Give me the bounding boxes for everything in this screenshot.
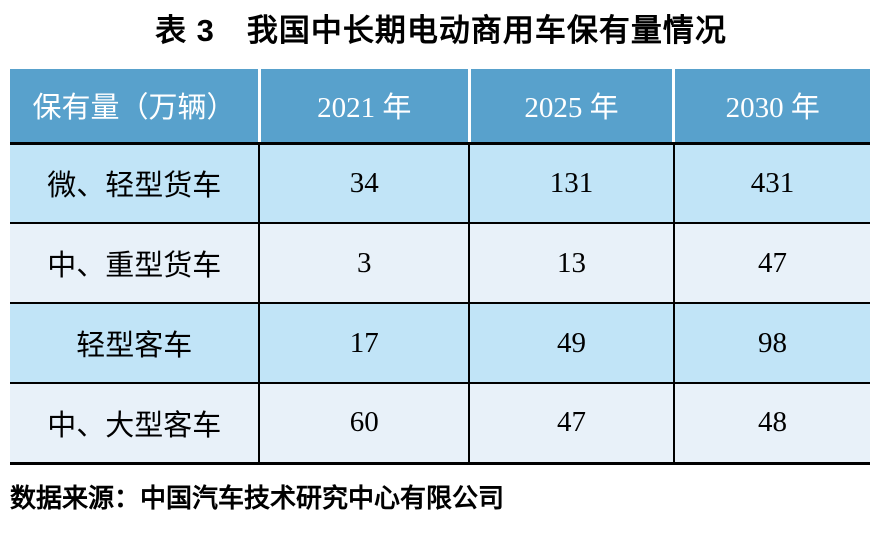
value-cell: 17 (259, 303, 471, 384)
row-label-cell: 轻型客车 (10, 303, 261, 384)
header-cell-year-2021: 2021 年 (259, 69, 471, 145)
value-cell: 48 (673, 383, 870, 465)
value-cell: 34 (259, 143, 471, 224)
value-cell: 3 (259, 223, 471, 304)
value-cell: 131 (469, 143, 675, 224)
value-cell: 47 (673, 223, 870, 304)
table-row: 轻型客车 17 49 98 (10, 303, 870, 384)
value-cell: 13 (469, 223, 675, 304)
value-cell: 431 (673, 143, 870, 224)
page: 表 3 我国中长期电动商用车保有量情况 保有量（万辆） 2021 年 2025 … (0, 8, 882, 515)
table-row: 微、轻型货车 34 131 431 (10, 143, 870, 224)
row-label-cell: 微、轻型货车 (10, 143, 261, 224)
header-cell-year-2030: 2030 年 (673, 69, 870, 145)
table-row: 中、重型货车 3 13 47 (10, 223, 870, 304)
value-cell: 98 (673, 303, 870, 384)
value-cell: 47 (469, 383, 675, 465)
row-label-cell: 中、重型货车 (10, 223, 261, 304)
row-label-cell: 中、大型客车 (10, 383, 261, 465)
holdings-table: 保有量（万辆） 2021 年 2025 年 2030 年 微、轻型货车 34 1… (10, 69, 870, 465)
value-cell: 60 (259, 383, 471, 465)
header-row: 保有量（万辆） 2021 年 2025 年 2030 年 (10, 69, 870, 145)
data-source-note: 数据来源：中国汽车技术研究中心有限公司 (10, 482, 505, 513)
header-cell-category: 保有量（万辆） (10, 69, 261, 145)
table-title: 表 3 我国中长期电动商用车保有量情况 (155, 13, 727, 48)
header-cell-year-2025: 2025 年 (469, 69, 676, 145)
value-cell: 49 (469, 303, 675, 384)
table-row: 中、大型客车 60 47 48 (10, 383, 870, 465)
